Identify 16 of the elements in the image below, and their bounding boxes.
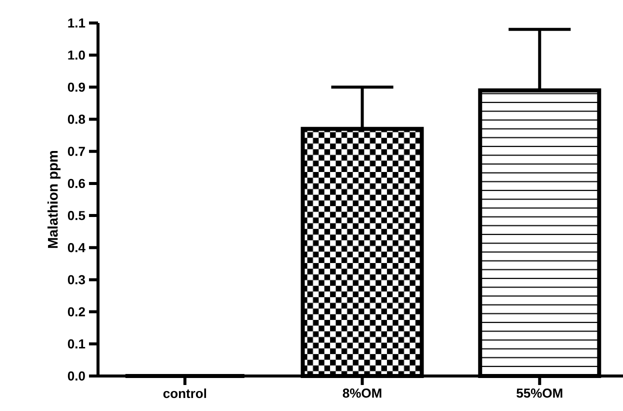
y-tick-label: 0.3 (68, 275, 85, 284)
y-tick-label: 1.0 (68, 50, 85, 60)
y-tick-label: 0.4 (68, 243, 86, 252)
y-tick-label: 0.2 (68, 307, 85, 316)
y-tick-label: 0.5 (68, 210, 86, 220)
y-tick-label: 0.9 (68, 82, 85, 92)
y-tick-label: 1.1 (68, 18, 86, 28)
y-axis-title: Malathion ppm (47, 150, 61, 248)
x-tick-label: 8%OM (342, 388, 382, 398)
y-tick-label: 0.0 (68, 371, 85, 381)
y-tick-label: 0.1 (68, 339, 86, 348)
x-tick-label: 55%OM (516, 388, 562, 398)
y-tick-label: 0.8 (68, 114, 86, 124)
y-tick-label: 0.7 (68, 146, 85, 156)
x-tick-label: control (163, 388, 206, 398)
y-tick-label: 0.6 (68, 178, 85, 188)
